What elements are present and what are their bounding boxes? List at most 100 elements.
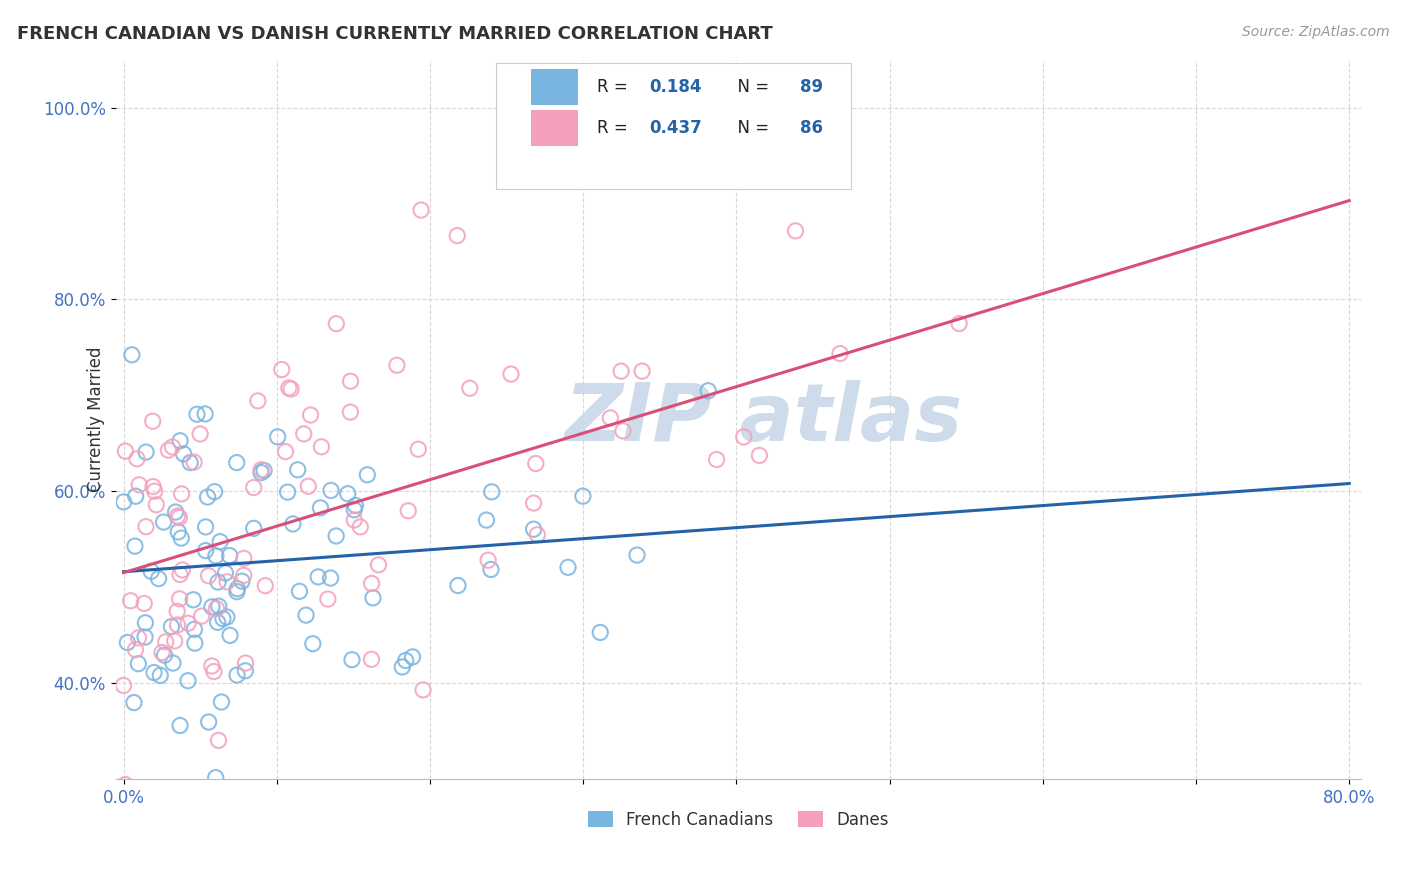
Point — [360, 576, 382, 591]
Point — [155, 635, 177, 649]
Point — [336, 486, 359, 500]
Point — [287, 463, 309, 477]
Point — [733, 430, 755, 444]
Point — [447, 578, 470, 592]
Point — [143, 484, 166, 499]
Point — [194, 520, 217, 534]
Point — [166, 618, 188, 632]
Point — [325, 529, 347, 543]
Point — [202, 665, 225, 679]
Point — [266, 430, 288, 444]
Y-axis label: Currently Married: Currently Married — [87, 346, 104, 492]
Point — [124, 489, 146, 503]
Point — [134, 630, 156, 644]
Point — [150, 646, 173, 660]
Legend: French Canadians, Danes: French Canadians, Danes — [581, 804, 896, 835]
Point — [184, 636, 207, 650]
FancyBboxPatch shape — [530, 111, 578, 146]
Point — [557, 560, 579, 574]
Point — [179, 456, 201, 470]
Point — [479, 562, 502, 576]
Point — [207, 615, 229, 630]
Point — [114, 444, 136, 458]
Point — [170, 531, 193, 545]
Point — [385, 358, 408, 372]
Point — [118, 805, 141, 820]
Point — [173, 447, 195, 461]
Point — [181, 592, 204, 607]
Point — [128, 631, 150, 645]
Point — [226, 582, 249, 596]
Point — [254, 579, 277, 593]
Text: R =: R = — [596, 120, 633, 137]
Point — [120, 593, 142, 607]
Point — [288, 584, 311, 599]
Point — [169, 591, 191, 606]
Point — [177, 673, 200, 688]
Point — [361, 591, 384, 605]
Point — [828, 346, 851, 360]
Point — [124, 539, 146, 553]
Point — [446, 228, 468, 243]
Point — [748, 449, 770, 463]
Point — [201, 659, 224, 673]
Point — [325, 317, 347, 331]
Point — [162, 656, 184, 670]
Point — [152, 515, 174, 529]
Point — [127, 657, 149, 671]
Point — [142, 414, 165, 428]
Point — [112, 495, 135, 509]
Point — [169, 718, 191, 732]
Point — [204, 484, 226, 499]
Point — [145, 498, 167, 512]
Point — [477, 553, 499, 567]
Point — [135, 445, 157, 459]
Point — [122, 696, 145, 710]
Point — [165, 505, 187, 519]
Point — [360, 652, 382, 666]
Point — [170, 487, 193, 501]
Point — [319, 483, 342, 498]
Point — [458, 381, 481, 395]
Point — [232, 551, 254, 566]
Text: Source: ZipAtlas.com: Source: ZipAtlas.com — [1241, 25, 1389, 39]
Point — [134, 597, 156, 611]
Point — [295, 608, 318, 623]
Point — [367, 558, 389, 572]
Point — [134, 615, 156, 630]
Point — [169, 434, 191, 448]
Point — [149, 668, 172, 682]
Point — [948, 317, 970, 331]
Point — [232, 568, 254, 582]
Point — [292, 426, 315, 441]
Point — [277, 381, 299, 395]
Point — [242, 521, 264, 535]
Point — [250, 466, 273, 480]
Text: ZIP atlas: ZIP atlas — [564, 380, 963, 458]
Point — [197, 714, 219, 729]
Point — [135, 519, 157, 533]
Point — [188, 426, 211, 441]
Point — [524, 457, 547, 471]
Point — [142, 480, 165, 494]
Point — [225, 456, 247, 470]
Point — [153, 648, 176, 663]
Point — [316, 592, 339, 607]
Text: 89: 89 — [800, 78, 823, 96]
Point — [340, 653, 363, 667]
Point — [160, 620, 183, 634]
Point — [163, 634, 186, 648]
FancyBboxPatch shape — [496, 63, 851, 189]
Point — [166, 604, 188, 618]
Point — [277, 485, 299, 500]
Point — [572, 489, 595, 503]
Point — [114, 778, 136, 792]
Point — [481, 484, 503, 499]
Text: FRENCH CANADIAN VS DANISH CURRENTLY MARRIED CORRELATION CHART: FRENCH CANADIAN VS DANISH CURRENTLY MARR… — [17, 25, 773, 43]
Point — [190, 609, 212, 624]
Point — [706, 452, 728, 467]
Point — [307, 570, 329, 584]
Point — [205, 549, 228, 563]
Point — [219, 628, 242, 642]
Point — [396, 504, 419, 518]
